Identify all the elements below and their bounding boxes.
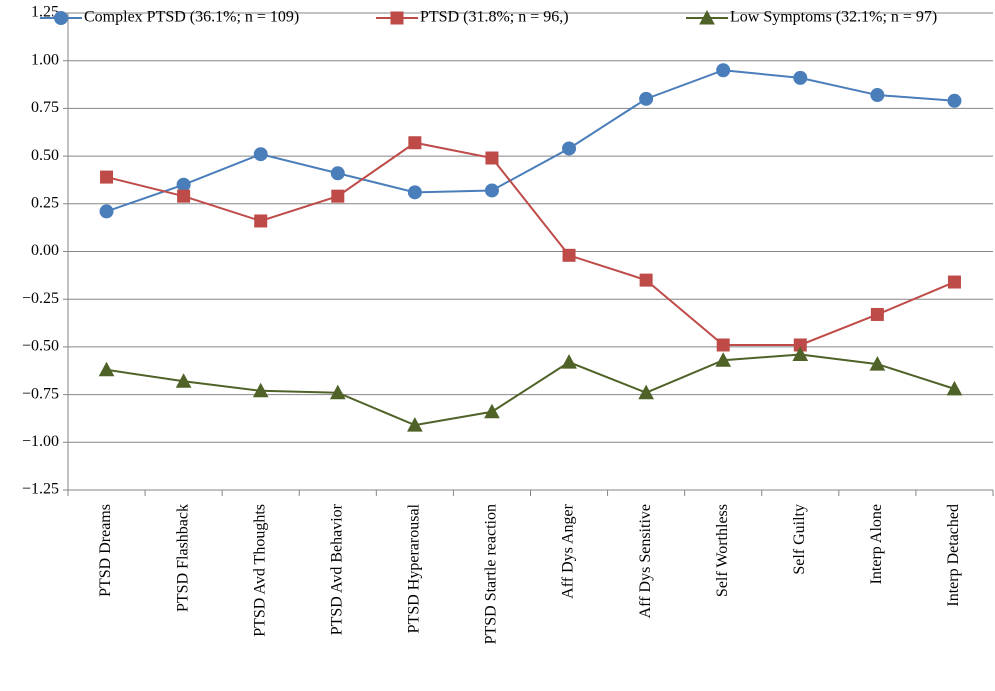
data-point xyxy=(99,204,114,219)
y-tick-label: −1.25 xyxy=(22,481,59,498)
data-point xyxy=(408,136,422,150)
data-point xyxy=(639,91,654,106)
legend-marker xyxy=(699,9,715,25)
data-point xyxy=(793,70,808,85)
data-point xyxy=(484,183,499,198)
x-tick-label: Interp Detached xyxy=(945,504,962,607)
series-line xyxy=(106,353,955,427)
data-point xyxy=(870,88,885,103)
x-tick-label: PTSD Avd Thoughts xyxy=(251,504,268,637)
y-tick-label: 0.50 xyxy=(31,147,59,164)
data-point xyxy=(562,248,576,262)
y-tick-label: 0.75 xyxy=(31,99,59,116)
series-line xyxy=(106,69,955,213)
series-line xyxy=(106,141,955,346)
x-tick-label: PTSD Flashback xyxy=(174,504,191,612)
y-tick-label: −0.75 xyxy=(22,385,59,402)
data-point xyxy=(485,151,499,165)
x-tick-label: PTSD Dreams xyxy=(97,504,114,597)
data-point xyxy=(252,382,269,398)
data-point xyxy=(869,356,886,371)
data-point xyxy=(716,63,731,78)
data-point xyxy=(329,384,346,400)
legend-marker xyxy=(54,11,68,25)
data-point xyxy=(177,189,191,203)
x-tick-label: Aff Dys Anger xyxy=(560,503,577,598)
legend-marker xyxy=(390,11,404,25)
y-tick-label: 1.00 xyxy=(31,51,59,68)
data-point xyxy=(330,166,345,181)
x-tick-label: Aff Dys Sensitive xyxy=(637,504,654,618)
data-point xyxy=(639,273,653,287)
x-tick-label: Interp Alone xyxy=(868,504,885,584)
x-tick-label: PTSD Hyperarousal xyxy=(406,503,423,633)
y-tick-label: 0.25 xyxy=(31,194,59,211)
data-point xyxy=(253,147,268,162)
legend-label: Complex PTSD (36.1%; n = 109) xyxy=(84,9,299,26)
legend-label: PTSD (31.8%; n = 96,) xyxy=(420,9,569,26)
data-point xyxy=(100,170,114,184)
data-point xyxy=(716,338,730,352)
y-tick-label: 0.00 xyxy=(31,242,59,259)
data-point xyxy=(562,141,577,156)
data-point xyxy=(98,361,115,377)
y-tick-label: −0.50 xyxy=(22,338,59,355)
x-tick-label: Self Worthless xyxy=(714,504,731,597)
data-point xyxy=(638,384,654,400)
data-point xyxy=(175,373,192,388)
data-point xyxy=(407,185,422,200)
data-point xyxy=(715,352,732,367)
y-tick-label: 1.25 xyxy=(31,4,59,21)
x-tick-label: PTSD Startle reaction xyxy=(483,504,500,644)
data-point xyxy=(561,354,577,369)
data-point xyxy=(870,307,884,321)
y-tick-label: −0.25 xyxy=(22,290,59,307)
data-point xyxy=(331,189,345,203)
data-point xyxy=(947,275,961,289)
data-point xyxy=(407,417,423,432)
x-tick-label: PTSD Avd Behavior xyxy=(328,503,345,635)
data-point xyxy=(946,380,963,396)
data-point xyxy=(484,403,500,419)
y-tick-label: −1.00 xyxy=(22,433,59,450)
data-point xyxy=(254,214,268,228)
data-point xyxy=(792,346,809,362)
legend-label: Low Symptoms (32.1%; n = 97) xyxy=(730,9,937,26)
data-point xyxy=(176,177,191,192)
x-tick-label: Self Guilty xyxy=(791,504,808,575)
data-point xyxy=(947,93,962,108)
